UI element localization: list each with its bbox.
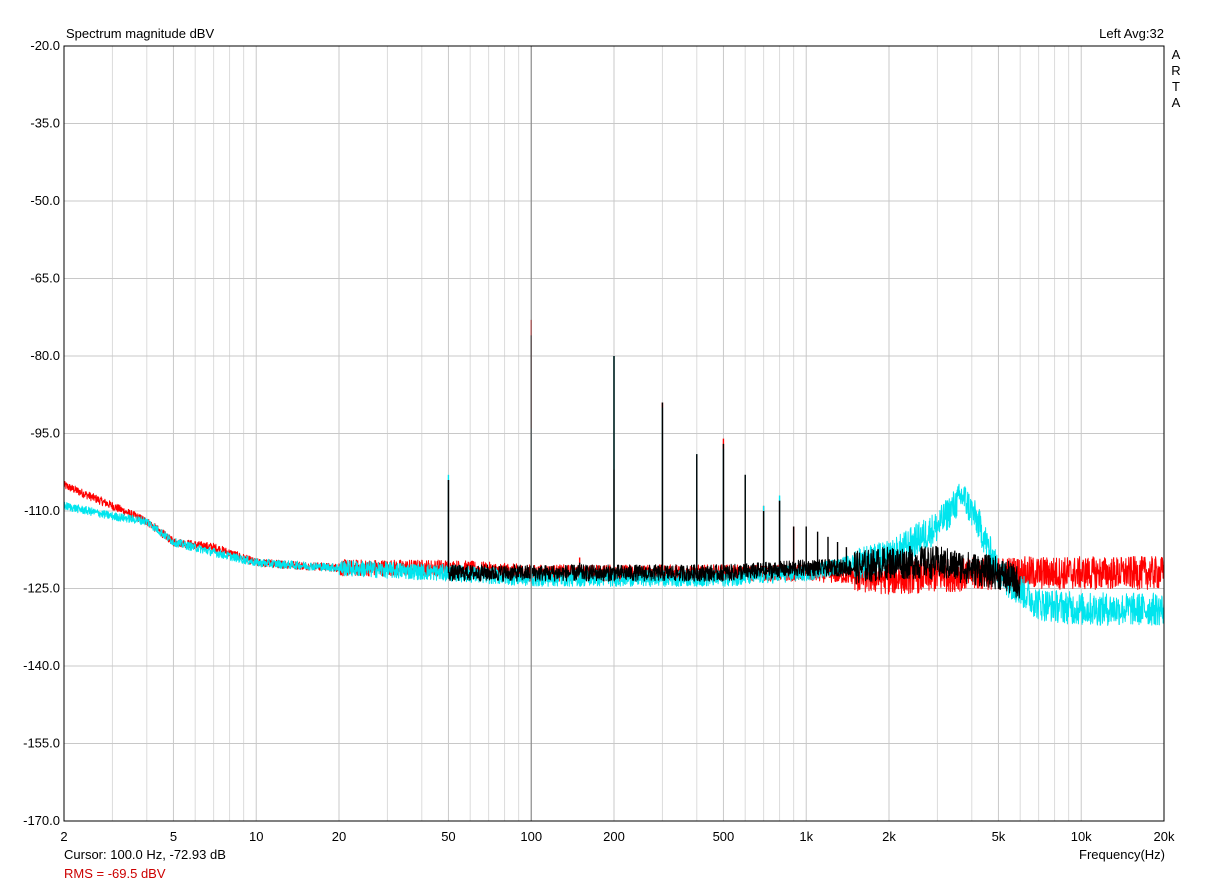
y-tick-label: -35.0: [30, 116, 60, 131]
brand-letter: A: [1171, 95, 1181, 110]
x-tick-label: 20: [332, 829, 346, 844]
y-tick-label: -65.0: [30, 271, 60, 286]
x-tick-label: 500: [713, 829, 735, 844]
y-tick-label: -80.0: [30, 348, 60, 363]
x-tick-label: 10k: [1071, 829, 1092, 844]
brand-letter: A: [1171, 47, 1181, 62]
x-axis-unit-label: Frequency(Hz): [1079, 847, 1165, 862]
y-tick-label: -110.0: [24, 503, 60, 518]
x-tick-label: 10: [249, 829, 263, 844]
y-axis-ticks: -20.0 -35.0 -50.0 -65.0 -80.0 -95.0 -110.0 -125…: [23, 38, 60, 828]
x-tick-label: 5: [170, 829, 177, 844]
x-tick-label: 20k: [1154, 829, 1175, 844]
y-tick-label: -170.0: [23, 813, 60, 828]
cursor-readout: Cursor: 100.0 Hz, -72.93 dB: [64, 847, 226, 862]
x-tick-label: 5k: [992, 829, 1006, 844]
x-tick-label: 50: [441, 829, 455, 844]
x-tick-label: 1k: [799, 829, 813, 844]
rms-readout: RMS = -69.5 dBV: [64, 866, 166, 881]
y-tick-label: -155.0: [23, 736, 60, 751]
channel-info: Left Avg:32: [1099, 26, 1164, 41]
x-axis-ticks: 2 5 10 20 50 100 200 500 1k 2k 5k 10k 20k: [60, 829, 1175, 844]
plot-border: [63, 45, 1165, 822]
y-tick-label: -95.0: [30, 426, 60, 441]
chart-title: Spectrum magnitude dBV: [66, 26, 215, 41]
y-tick-label: -50.0: [30, 193, 60, 208]
x-tick-label: 2k: [882, 829, 896, 844]
brand-letter: T: [1172, 79, 1180, 94]
y-tick-label: -20.0: [30, 38, 60, 53]
x-tick-label: 100: [520, 829, 542, 844]
y-tick-label: -125.0: [23, 581, 60, 596]
x-tick-label: 2: [60, 829, 67, 844]
brand-letter: R: [1171, 63, 1181, 78]
x-tick-label: 200: [603, 829, 625, 844]
arta-brand: A R T A: [1170, 47, 1182, 111]
y-tick-label: -140.0: [23, 658, 60, 673]
series-line: [447, 545, 1021, 599]
series-layer: [63, 319, 1165, 626]
